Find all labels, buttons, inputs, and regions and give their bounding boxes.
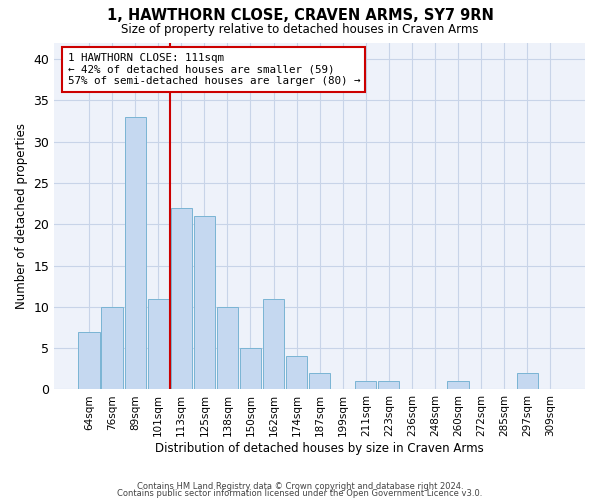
Bar [194, 216, 215, 390]
Bar [309, 373, 330, 390]
Bar [240, 348, 261, 390]
Text: Contains public sector information licensed under the Open Government Licence v3: Contains public sector information licen… [118, 489, 482, 498]
Bar [101, 307, 122, 390]
Bar [263, 298, 284, 390]
Bar [148, 298, 169, 390]
Text: 1, HAWTHORN CLOSE, CRAVEN ARMS, SY7 9RN: 1, HAWTHORN CLOSE, CRAVEN ARMS, SY7 9RN [107, 8, 493, 22]
Bar [79, 332, 100, 390]
Bar [355, 381, 376, 390]
Bar [517, 373, 538, 390]
Bar [170, 208, 192, 390]
X-axis label: Distribution of detached houses by size in Craven Arms: Distribution of detached houses by size … [155, 442, 484, 455]
Text: 1 HAWTHORN CLOSE: 111sqm
← 42% of detached houses are smaller (59)
57% of semi-d: 1 HAWTHORN CLOSE: 111sqm ← 42% of detach… [68, 53, 360, 86]
Bar [125, 117, 146, 390]
Bar [286, 356, 307, 390]
Y-axis label: Number of detached properties: Number of detached properties [15, 123, 28, 309]
Bar [217, 307, 238, 390]
Bar [448, 381, 469, 390]
Text: Size of property relative to detached houses in Craven Arms: Size of property relative to detached ho… [121, 22, 479, 36]
Text: Contains HM Land Registry data © Crown copyright and database right 2024.: Contains HM Land Registry data © Crown c… [137, 482, 463, 491]
Bar [378, 381, 400, 390]
